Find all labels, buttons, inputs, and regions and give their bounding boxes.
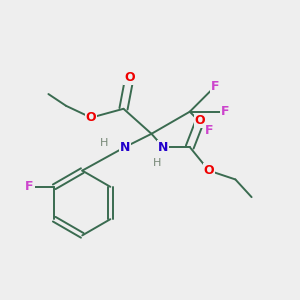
Text: O: O xyxy=(124,71,135,84)
Text: F: F xyxy=(211,80,219,93)
Text: F: F xyxy=(205,124,213,137)
Text: F: F xyxy=(221,105,229,118)
Text: O: O xyxy=(204,164,214,177)
Text: O: O xyxy=(195,114,206,127)
Text: F: F xyxy=(25,180,34,193)
Text: N: N xyxy=(120,141,130,154)
Text: N: N xyxy=(158,141,168,154)
Text: H: H xyxy=(153,158,161,168)
Text: H: H xyxy=(100,138,109,148)
Text: O: O xyxy=(86,111,96,124)
